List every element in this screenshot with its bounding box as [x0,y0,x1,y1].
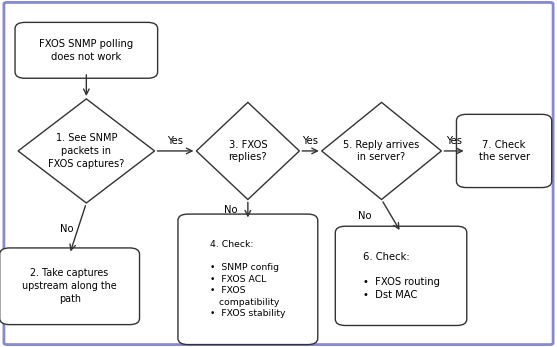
Text: No: No [224,205,238,215]
Polygon shape [197,102,300,200]
Text: 4. Check:

•  SNMP config
•  FXOS ACL
•  FXOS
   compatibility
•  FXOS stability: 4. Check: • SNMP config • FXOS ACL • FXO… [210,240,286,318]
Text: 2. Take captures
upstream along the
path: 2. Take captures upstream along the path [22,269,117,304]
FancyBboxPatch shape [15,23,158,78]
Polygon shape [322,102,442,200]
FancyBboxPatch shape [178,214,317,345]
Text: 7. Check
the server: 7. Check the server [478,139,530,162]
FancyBboxPatch shape [335,226,467,325]
Text: Yes: Yes [302,136,319,145]
Text: 5. Reply arrives
in server?: 5. Reply arrives in server? [344,139,419,162]
FancyBboxPatch shape [457,115,552,188]
Text: No: No [358,211,372,221]
Polygon shape [18,99,155,203]
FancyBboxPatch shape [4,2,553,345]
Text: 1. See SNMP
packets in
FXOS captures?: 1. See SNMP packets in FXOS captures? [48,133,124,169]
Text: Yes: Yes [446,136,462,145]
Text: 3. FXOS
replies?: 3. FXOS replies? [228,139,267,162]
Text: Yes: Yes [168,136,183,145]
Text: 6. Check:

•  FXOS routing
•  Dst MAC: 6. Check: • FXOS routing • Dst MAC [363,252,439,300]
FancyBboxPatch shape [0,248,139,325]
Text: No: No [60,223,74,234]
Text: FXOS SNMP polling
does not work: FXOS SNMP polling does not work [39,39,134,62]
